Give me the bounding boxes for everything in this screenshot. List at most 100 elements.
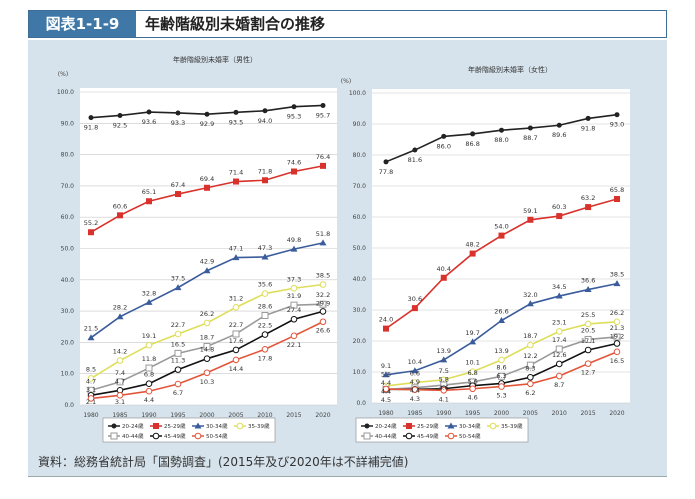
point-marker bbox=[174, 330, 182, 338]
data-labels-45-49歳: 3.14.76.811.314.817.622.527.429.9 bbox=[86, 300, 330, 394]
data-label: 91.8 bbox=[84, 124, 98, 132]
point-marker bbox=[382, 385, 390, 393]
point-marker bbox=[614, 196, 620, 203]
point-marker bbox=[411, 386, 419, 393]
y-tick-label: 60.0 bbox=[61, 214, 75, 221]
point-marker bbox=[469, 338, 477, 345]
data-label: 40.4 bbox=[437, 265, 451, 273]
point-marker bbox=[614, 112, 620, 118]
data-label: 3.1 bbox=[86, 386, 96, 394]
legend-label: 50-54歳 bbox=[206, 432, 228, 440]
y-tick-label: 50.0 bbox=[353, 245, 367, 252]
y-tick-label: 0.0 bbox=[64, 402, 74, 409]
point-marker bbox=[556, 122, 562, 128]
data-label: 26.2 bbox=[610, 309, 624, 317]
legend-item: 20-24歳 bbox=[361, 422, 397, 430]
point-marker bbox=[290, 301, 298, 309]
point-marker bbox=[440, 274, 447, 281]
point-marker bbox=[319, 281, 327, 288]
data-label: 24.0 bbox=[379, 316, 393, 324]
point-marker bbox=[555, 345, 563, 353]
point-marker bbox=[194, 422, 202, 429]
point-marker bbox=[145, 387, 153, 395]
data-label: 3.1 bbox=[115, 398, 125, 406]
data-label: 22.5 bbox=[258, 322, 272, 330]
data-label: 93.0 bbox=[610, 121, 624, 129]
point-marker bbox=[526, 300, 534, 307]
point-marker bbox=[174, 366, 182, 373]
data-label: 55.2 bbox=[84, 219, 98, 227]
point-marker bbox=[527, 380, 534, 388]
legend-label: 50-54歳 bbox=[459, 432, 481, 440]
data-label: 4.1 bbox=[439, 395, 449, 403]
series-35-39歳 bbox=[87, 281, 327, 382]
y-tick-label: 30.0 bbox=[353, 307, 367, 314]
point-marker bbox=[383, 159, 389, 165]
x-tick-label: 1995 bbox=[170, 412, 185, 419]
data-label: 21.3 bbox=[610, 324, 624, 332]
chart-title: 年齢階級別未婚率（男性） bbox=[173, 55, 257, 64]
data-label: 5.8 bbox=[439, 375, 449, 383]
data-label: 5.5 bbox=[381, 371, 391, 379]
point-marker bbox=[584, 320, 592, 328]
point-marker bbox=[555, 328, 563, 335]
data-label: 7.4 bbox=[115, 369, 125, 377]
data-label: 38.5 bbox=[316, 271, 330, 279]
x-tick-label: 2010 bbox=[257, 412, 272, 419]
point-marker bbox=[613, 280, 621, 287]
data-label: 2.1 bbox=[86, 398, 96, 406]
point-marker bbox=[363, 432, 371, 440]
x-tick-label: 1980 bbox=[378, 410, 393, 417]
data-label: 88.7 bbox=[523, 134, 537, 142]
data-labels-20-24歳: 91.8 92.5 93.6 93.3 92.9 93.5 94.0 95.3 95.7 bbox=[84, 111, 330, 131]
data-label: 6.3 bbox=[496, 372, 506, 380]
point-marker bbox=[174, 284, 182, 291]
data-label: 59.1 bbox=[523, 207, 537, 215]
data-label: 71.4 bbox=[229, 169, 243, 177]
x-tick-label: 1985 bbox=[407, 410, 422, 417]
point-marker bbox=[498, 232, 505, 239]
y-tick-label: 80.0 bbox=[353, 152, 367, 159]
legend-label: 30-34歳 bbox=[206, 422, 228, 430]
point-marker bbox=[527, 341, 534, 349]
point-marker bbox=[203, 342, 211, 350]
data-label: 6.8 bbox=[144, 371, 154, 379]
point-marker bbox=[527, 216, 534, 223]
point-marker bbox=[584, 286, 592, 293]
point-marker bbox=[116, 391, 124, 399]
data-label: 9.1 bbox=[381, 362, 391, 370]
data-label: 89.6 bbox=[552, 131, 566, 139]
data-label: 54.0 bbox=[494, 223, 508, 231]
data-label: 14.8 bbox=[200, 346, 214, 354]
point-marker bbox=[232, 356, 240, 364]
point-marker bbox=[412, 147, 418, 153]
female-chart: 年齢階級別未婚率（女性） (%) 0.0 10.0 20.0 30.0 40.0 50.0 60… bbox=[341, 65, 630, 443]
data-label: 4.7 bbox=[115, 377, 125, 385]
y-tick-label: 20.0 bbox=[61, 339, 75, 346]
data-label: 37.3 bbox=[287, 275, 301, 283]
point-marker bbox=[153, 423, 159, 429]
point-marker bbox=[319, 300, 327, 308]
data-label: 32.0 bbox=[523, 291, 537, 299]
data-label: 67.4 bbox=[171, 181, 185, 189]
series-50-54歳 bbox=[382, 348, 621, 394]
data-label: 26.2 bbox=[200, 310, 214, 318]
data-labels-35-39歳: 5.5 6.6 7.5 10.1 13.9 18.7 23.1 25.5 26.2 bbox=[381, 309, 624, 379]
point-marker bbox=[405, 432, 413, 440]
data-label: 34.5 bbox=[552, 283, 566, 291]
point-marker bbox=[203, 267, 211, 274]
legend-item: 40-44歳 bbox=[361, 432, 397, 440]
data-label: 63.2 bbox=[581, 194, 595, 202]
point-marker bbox=[319, 318, 327, 326]
point-marker bbox=[319, 308, 327, 315]
legend-item: 25-29歳 bbox=[403, 422, 439, 430]
data-label: 28.2 bbox=[113, 304, 127, 312]
legend-item: 50-54歳 bbox=[192, 432, 228, 440]
point-marker bbox=[440, 386, 448, 394]
data-label: 4.6 bbox=[439, 384, 449, 392]
data-label: 86.8 bbox=[465, 140, 479, 148]
data-label: 32.8 bbox=[142, 289, 156, 297]
data-label: 19.7 bbox=[465, 329, 479, 337]
legend-label: 40-44歳 bbox=[122, 432, 144, 440]
data-label: 27.4 bbox=[287, 306, 301, 314]
